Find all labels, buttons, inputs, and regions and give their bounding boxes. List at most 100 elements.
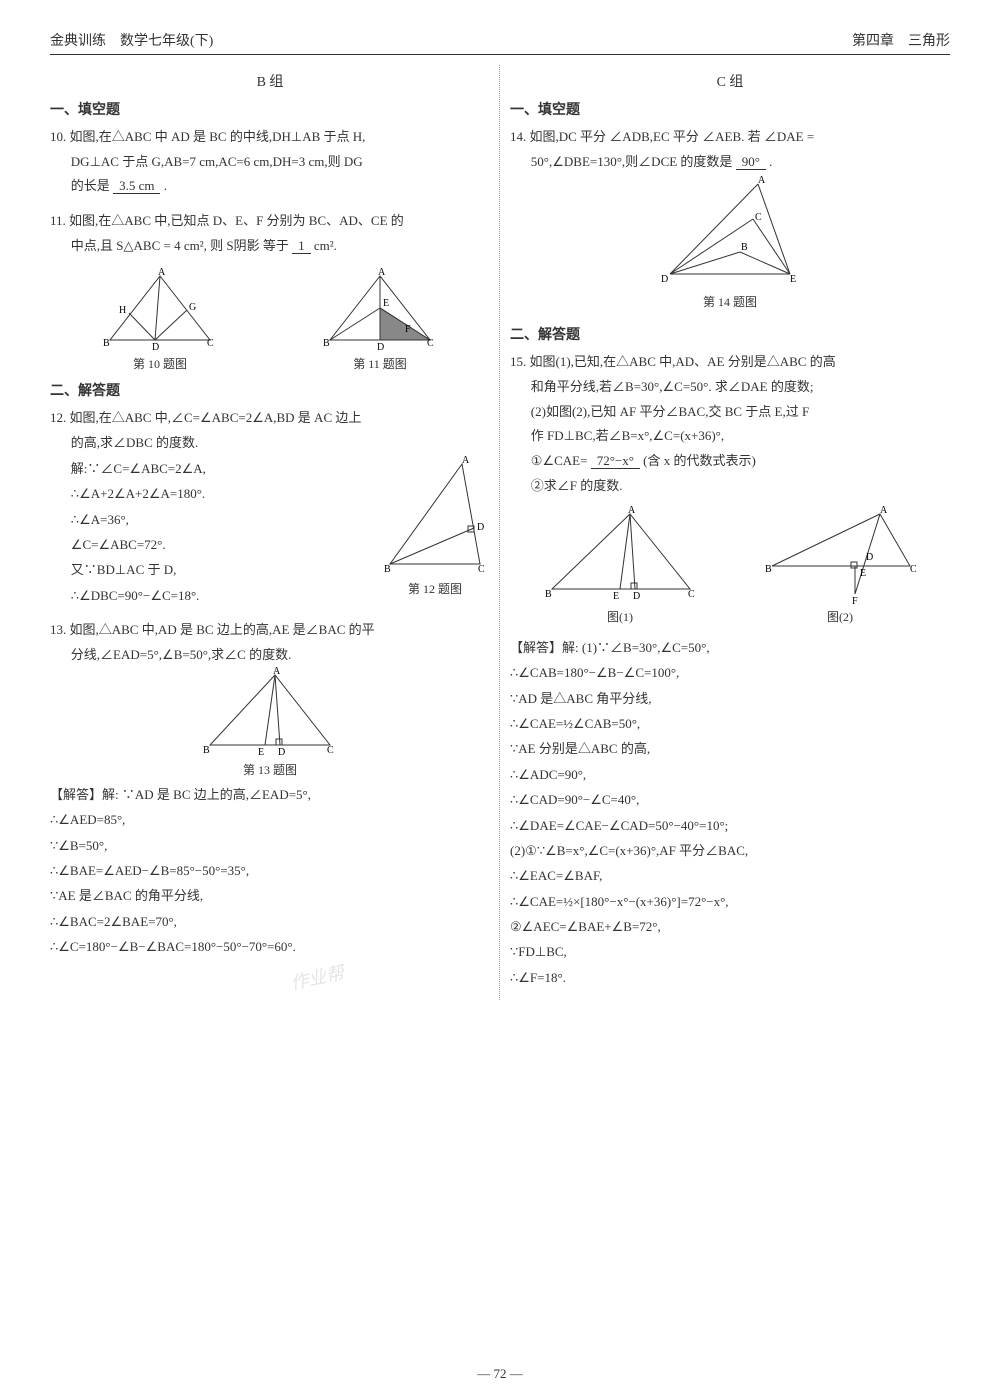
svg-text:A: A	[758, 175, 766, 186]
figure-10: A B C D H G 第 10 题图	[95, 268, 225, 372]
p15-s1: ∴∠CAB=180°−∠B−∠C=100°,	[510, 660, 950, 685]
p15-s0: (1)∵∠B=30°,∠C=50°,	[582, 640, 710, 655]
p15-s11: ②∠AEC=∠BAE+∠B=72°,	[510, 914, 950, 939]
p15-sol-label: 【解答】解:	[510, 640, 579, 655]
figure-15-1: A B C E D 图(1)	[540, 504, 700, 629]
svg-text:A: A	[880, 505, 888, 516]
svg-text:C: C	[327, 745, 334, 756]
figure-13: A B C E D 第 13 题图	[50, 667, 490, 782]
svg-text:E: E	[258, 747, 264, 757]
svg-text:D: D	[278, 747, 285, 757]
section-fill-blank-c: 一、填空题	[510, 99, 950, 119]
svg-text:B: B	[545, 589, 552, 600]
p12-s1: ∴∠A+2∠A+2∠A=180°.	[50, 481, 370, 506]
p13-s1: ∴∠AED=85°,	[50, 807, 490, 832]
svg-text:E: E	[790, 274, 796, 285]
p10-line3: 的长是 3.5 cm .	[50, 174, 490, 199]
p13-sol-label: 【解答】解:	[50, 787, 119, 802]
svg-text:D: D	[477, 522, 484, 533]
section-answer-right: 二、解答题	[510, 324, 950, 344]
svg-text:D: D	[377, 342, 384, 353]
svg-text:F: F	[405, 324, 411, 335]
p15-answer5: 72°−x°	[591, 453, 640, 469]
figure-11: A B C D E F 第 11 题图	[315, 268, 445, 372]
p15-s9: ∴∠EAC=∠BAF,	[510, 863, 950, 888]
p14-post: .	[769, 154, 772, 169]
svg-text:C: C	[478, 564, 485, 575]
p12-line1: 12. 如图,在△ABC 中,∠C=∠ABC=2∠A,BD 是 AC 边上	[50, 406, 490, 431]
p10-pre: 的长是	[71, 178, 110, 193]
p12-s0: 解:∵∠C=∠ABC=2∠A,	[50, 456, 370, 481]
p15-s12: ∵FD⊥BC,	[510, 939, 950, 964]
p14-line1: 14. 如图,DC 平分 ∠ADB,EC 平分 ∠AEB. 若 ∠DAE =	[510, 125, 950, 150]
p15-line6: ②求∠F 的度数.	[510, 474, 950, 499]
problem-10: 10. 如图,在△ABC 中 AD 是 BC 的中线,DH⊥AB 于点 H, D…	[50, 125, 490, 199]
svg-text:D: D	[152, 342, 159, 353]
p14-pre: 50°,∠DBE=130°,则∠DCE 的度数是	[531, 154, 733, 169]
fig10-caption: 第 10 题图	[95, 355, 225, 372]
svg-text:B: B	[103, 338, 110, 349]
p13-s5: ∴∠BAC=2∠BAE=70°,	[50, 909, 490, 934]
p11-pre: 中点,且 S△ABC = 4 cm², 则 S阴影 等于	[71, 238, 289, 253]
p10-answer: 3.5 cm	[113, 178, 160, 194]
column-c: C 组 一、填空题 14. 如图,DC 平分 ∠ADB,EC 平分 ∠AEB. …	[510, 65, 950, 1000]
svg-text:G: G	[189, 302, 196, 313]
fig-row-15: A B C E D 图(1) A B	[510, 504, 950, 629]
p12-line2: 的高,求∠DBC 的度数.	[50, 431, 490, 456]
svg-text:F: F	[852, 596, 858, 604]
svg-text:A: A	[273, 667, 281, 677]
p11-answer: 1	[292, 238, 311, 254]
header-right: 第四章 三角形	[852, 30, 950, 50]
p15-s8: (2)①∵∠B=x°,∠C=(x+36)°,AF 平分∠BAC,	[510, 838, 950, 863]
problem-14: 14. 如图,DC 平分 ∠ADB,EC 平分 ∠AEB. 若 ∠DAE = 5…	[510, 125, 950, 314]
svg-text:D: D	[633, 591, 640, 602]
svg-text:A: A	[378, 268, 386, 278]
svg-text:B: B	[203, 745, 210, 756]
p15-line3: (2)如图(2),已知 AF 平分∠BAC,交 BC 于点 E,过 F	[510, 400, 950, 425]
p15-solution: 【解答】解: (1)∵∠B=30°,∠C=50°, ∴∠CAB=180°−∠B−…	[510, 635, 950, 990]
p15-line1: 15. 如图(1),已知,在△ABC 中,AD、AE 分别是△ABC 的高	[510, 350, 950, 375]
p15-s4: ∵AE 分别是△ABC 的高,	[510, 736, 950, 761]
svg-text:A: A	[158, 268, 166, 278]
svg-text:C: C	[910, 564, 917, 575]
p12-s4: 又∵BD⊥AC 于 D,	[50, 557, 370, 582]
p13-line2: 分线,∠EAD=5°,∠B=50°,求∠C 的度数.	[50, 643, 490, 668]
svg-text:E: E	[613, 591, 619, 602]
fig10-svg: A B C D H G	[95, 268, 225, 353]
fig14-caption: 第 14 题图	[510, 291, 950, 314]
p15-s13: ∴∠F=18°.	[510, 965, 950, 990]
header-left: 金典训练 数学七年级(下)	[50, 30, 213, 50]
svg-text:B: B	[765, 564, 772, 575]
fig12-caption: 第 12 题图	[380, 578, 490, 601]
fig15-cap1: 图(1)	[540, 606, 700, 629]
section-fill-blank: 一、填空题	[50, 99, 490, 119]
problem-12: 12. 如图,在△ABC 中,∠C=∠ABC=2∠A,BD 是 AC 边上 的高…	[50, 406, 490, 607]
p15-s6: ∴∠CAD=90°−∠C=40°,	[510, 787, 950, 812]
p15-s10: ∴∠CAE=½×[180°−x°−(x+36)°]=72°−x°,	[510, 889, 950, 914]
fig14-svg: A C B D E	[645, 174, 815, 289]
p13-line1: 13. 如图,△ABC 中,AD 是 BC 边上的高,AE 是∠BAC 的平	[50, 618, 490, 643]
section-answer-left: 二、解答题	[50, 380, 490, 400]
p15-5pre: ①∠CAE=	[531, 453, 588, 468]
group-c-title: C 组	[510, 71, 950, 91]
p10-line1: 10. 如图,在△ABC 中 AD 是 BC 的中线,DH⊥AB 于点 H,	[50, 125, 490, 150]
fig15a-svg: A B C E D	[540, 504, 700, 604]
p13-solution: 【解答】解: ∵AD 是 BC 边上的高,∠EAD=5°, ∴∠AED=85°,…	[50, 782, 490, 959]
content-two-columns: B 组 一、填空题 10. 如图,在△ABC 中 AD 是 BC 的中线,DH⊥…	[50, 65, 950, 1000]
fig12-svg: A B C D	[380, 456, 490, 576]
group-b-title: B 组	[50, 71, 490, 91]
p12-s3: ∠C=∠ABC=72°.	[50, 532, 370, 557]
p14-answer: 90°	[736, 154, 766, 170]
figure-15-2: A B C D E F 图(2)	[760, 504, 920, 629]
p13-s2: ∵∠B=50°,	[50, 833, 490, 858]
p15-line2: 和角平分线,若∠B=30°,∠C=50°. 求∠DAE 的度数;	[510, 375, 950, 400]
p15-s2: ∵AD 是△ABC 角平分线,	[510, 686, 950, 711]
svg-text:D: D	[661, 274, 668, 285]
p13-s0: ∵AD 是 BC 边上的高,∠EAD=5°,	[122, 787, 311, 802]
fig11-svg: A B C D E F	[315, 268, 445, 353]
problem-11: 11. 如图,在△ABC 中,已知点 D、E、F 分别为 BC、AD、CE 的 …	[50, 209, 490, 258]
svg-text:C: C	[688, 589, 695, 600]
fig13-svg: A B C E D	[195, 667, 345, 757]
svg-text:C: C	[755, 212, 762, 223]
p10-line2: DG⊥AC 于点 G,AB=7 cm,AC=6 cm,DH=3 cm,则 DG	[50, 150, 490, 175]
